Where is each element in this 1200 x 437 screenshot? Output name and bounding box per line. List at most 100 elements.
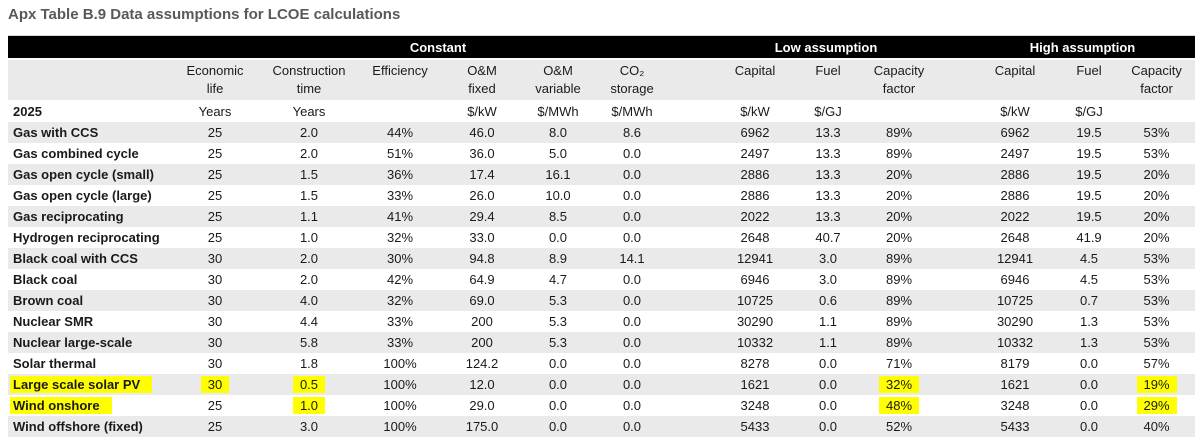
row-label: Black coal	[13, 272, 78, 287]
column-header-line1: Efficiency	[372, 63, 428, 78]
column-spacer	[668, 59, 709, 100]
value-cell: 0.0	[520, 395, 596, 416]
value-cell: 71%	[854, 353, 944, 374]
value-cell: 6962	[708, 122, 802, 143]
row-label-cell: Wind offshore (fixed)	[8, 416, 168, 437]
value-cell: 20%	[854, 185, 944, 206]
value: 89%	[886, 314, 913, 329]
value-cell: 30%	[356, 248, 444, 269]
value: 0.5	[292, 376, 326, 393]
value-cell: 0.0	[596, 395, 668, 416]
value-cell: 52%	[854, 416, 944, 437]
row-label: Solar thermal	[13, 356, 97, 371]
value: 5.8	[299, 335, 319, 350]
value-cell: 53%	[1118, 332, 1195, 353]
value: 0.0	[622, 377, 642, 392]
value-cell: 8.5	[520, 206, 596, 227]
value: 33%	[386, 335, 414, 350]
value-cell: 46.0	[444, 122, 520, 143]
value-cell: 20%	[854, 206, 944, 227]
value-cell: 40.7	[802, 227, 854, 248]
column-header-line1: CO₂	[619, 63, 645, 78]
value: 6962	[740, 125, 770, 140]
value-cell: 30	[168, 353, 262, 374]
value: 12941	[996, 251, 1034, 266]
value: 0.0	[818, 356, 838, 371]
value: 20%	[886, 188, 913, 203]
value: 20%	[886, 230, 913, 245]
value-cell: 0.0	[802, 374, 854, 395]
value: 0.0	[548, 356, 568, 371]
value: 36%	[386, 167, 414, 182]
row-label-cell: Black coal	[8, 269, 168, 290]
value: 25	[207, 419, 223, 434]
value-cell: 1.5	[262, 185, 356, 206]
value: 4.4	[299, 314, 319, 329]
value-cell: 0.0	[596, 311, 668, 332]
value-cell: 1.1	[802, 332, 854, 353]
unit-cell: $/kW	[467, 103, 497, 119]
value: 1.1	[818, 314, 838, 329]
value-cell: 175.0	[444, 416, 520, 437]
table-row: Black coal with CCS 30 2.0 30% 94.8 8.9 14.1 12…	[8, 248, 1196, 269]
value-cell: 29.4	[444, 206, 520, 227]
value-cell: 25	[168, 395, 262, 416]
value-cell: 4.5	[1060, 248, 1118, 269]
value-cell: 13.3	[802, 164, 854, 185]
value: 13.3	[815, 146, 841, 161]
value-cell: 5.3	[520, 290, 596, 311]
value: 16.1	[545, 167, 571, 182]
value-cell: 19%	[1118, 374, 1195, 395]
column-header: Fuel	[1060, 59, 1119, 100]
value-cell: 89%	[854, 122, 944, 143]
value-cell: 4.5	[1060, 269, 1118, 290]
table-row: Gas reciprocating 25 1.1 41% 29.4 8.5 0.0 2022 1…	[8, 206, 1196, 227]
value-cell: 100%	[356, 416, 444, 437]
value-cell: 89%	[854, 248, 944, 269]
column-header: Capacity factor	[854, 59, 945, 100]
column-header-line1: Economic	[186, 63, 244, 78]
column-header-line1: Capacity	[873, 63, 925, 78]
value: 200	[471, 335, 493, 350]
value-cell: 6946	[970, 269, 1060, 290]
value: 19%	[1136, 376, 1177, 393]
value-cell: 2648	[970, 227, 1060, 248]
page-title: Apx Table B.9 Data assumptions for LCOE …	[8, 6, 401, 23]
value: 1.1	[818, 335, 838, 350]
column-header-row: Economic life Construction time Efficiency O&…	[8, 59, 1196, 100]
value-cell: 10725	[708, 290, 802, 311]
value-cell: 0.0	[596, 332, 668, 353]
value-cell: 200	[444, 311, 520, 332]
value-cell: 0.0	[596, 374, 668, 395]
row-label-cell: Hydrogen reciprocating	[8, 227, 168, 248]
value: 20%	[1143, 188, 1170, 203]
value: 33.0	[469, 230, 495, 245]
row-label-cell: Large scale solar PV	[8, 374, 168, 395]
value: 17.4	[469, 167, 495, 182]
value: 52%	[886, 419, 913, 434]
value-cell: 0.0	[596, 416, 668, 437]
row-label-cell: Wind onshore	[8, 395, 168, 416]
table-row: Gas with CCS 25 2.0 44% 46.0 8.0 8.6 6962 13.3 89…	[8, 122, 1196, 143]
value-cell: 25	[168, 143, 262, 164]
value: 5433	[1000, 419, 1030, 434]
value-cell: 12941	[970, 248, 1060, 269]
value: 57%	[1143, 356, 1170, 371]
value: 13.3	[815, 188, 841, 203]
value: 89%	[886, 293, 913, 308]
column-spacer	[944, 395, 970, 416]
group-header-row: Constant Low assumption High assumption	[8, 35, 1196, 60]
value-cell: 1.0	[262, 227, 356, 248]
column-spacer	[944, 143, 970, 164]
column-spacer	[944, 100, 970, 122]
value-cell: 5.0	[520, 143, 596, 164]
value: 0.0	[548, 419, 568, 434]
value-cell: 12.0	[444, 374, 520, 395]
value-cell: 94.8	[444, 248, 520, 269]
value: 0.0	[1079, 377, 1099, 392]
row-label: Nuclear large-scale	[13, 335, 133, 350]
value-cell: 0.0	[520, 227, 596, 248]
column-spacer	[944, 185, 970, 206]
value-cell: 10332	[708, 332, 802, 353]
column-spacer	[944, 290, 970, 311]
